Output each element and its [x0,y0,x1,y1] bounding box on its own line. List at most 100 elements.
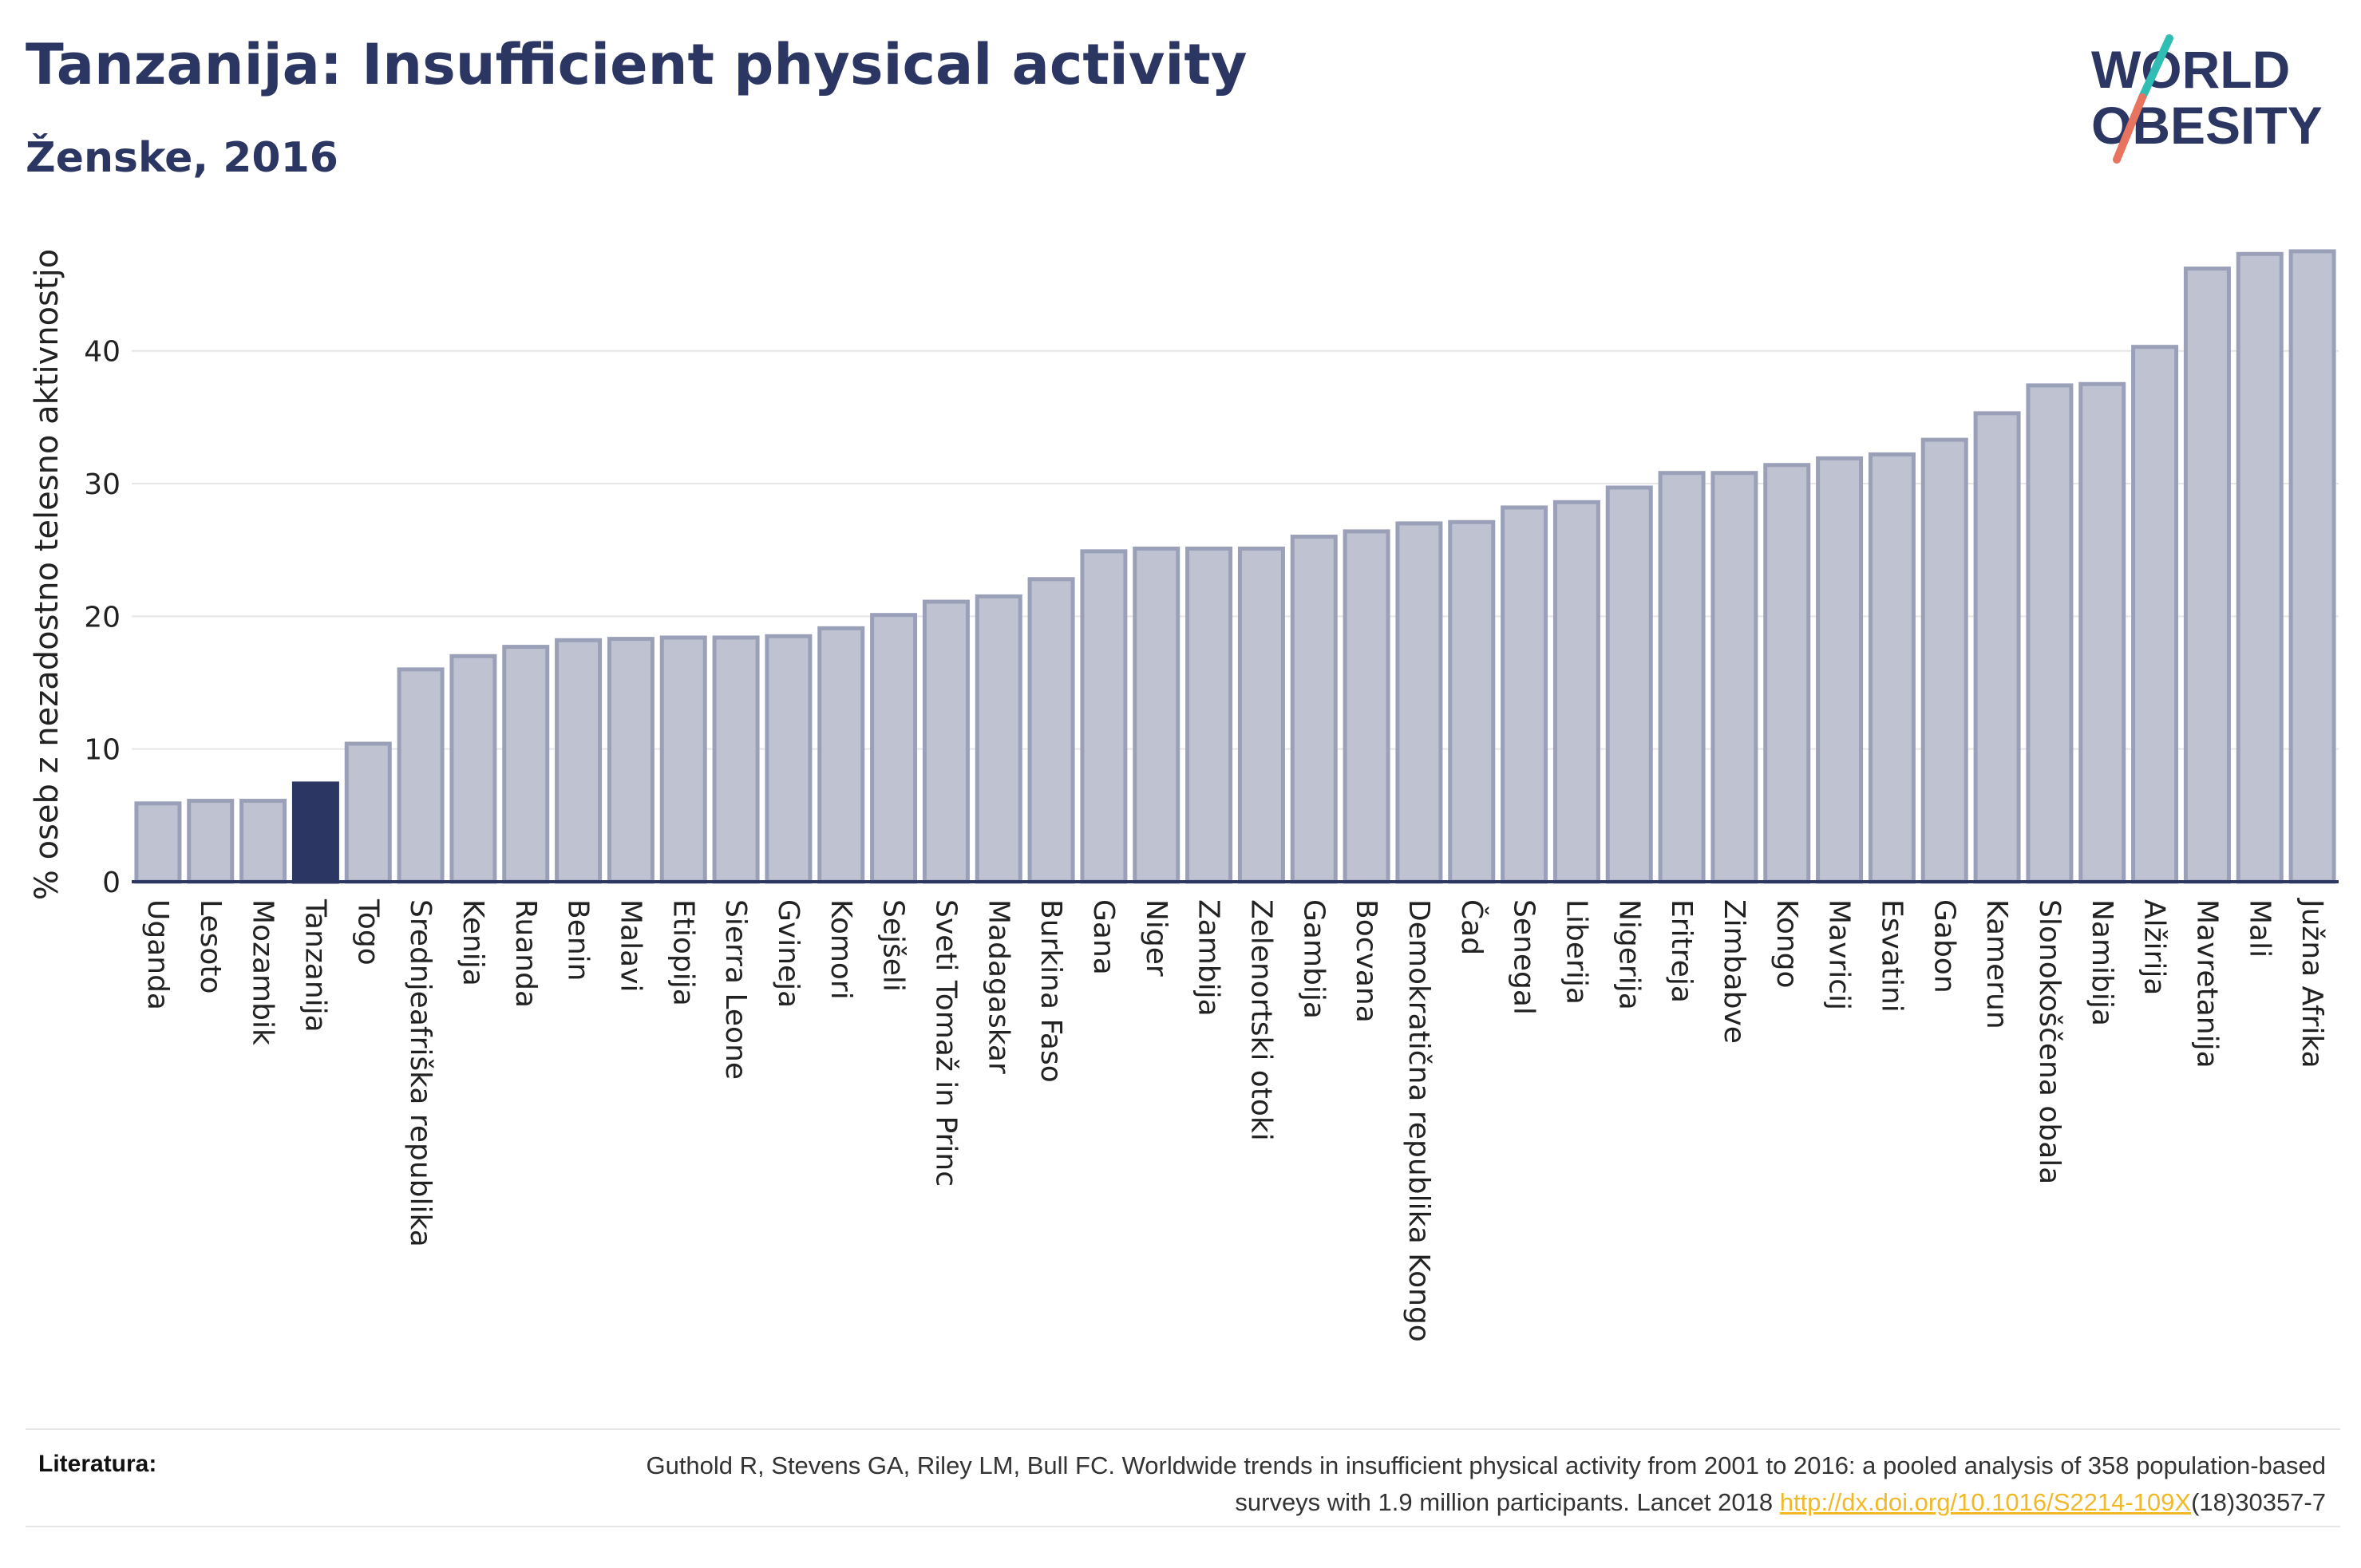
x-tick-label: Demokratična republika Kongo [1402,899,1435,1342]
x-tick-label: Zelenortski otoki [1244,899,1277,1141]
x-tick-label: Bocvana [1350,899,1382,1023]
x-tick-label: Madagaskar [982,899,1014,1074]
bar-mavricij [1816,456,1864,884]
x-tick-label: Kamerun [1980,899,2013,1029]
bar-madagaskar [975,594,1022,884]
bar-bocvana [1343,529,1390,884]
bar-alžirija [2131,345,2179,884]
bar-mavretanija [2183,267,2231,884]
bar-demokratična-republika-kongo [1395,521,1443,884]
chart-title: Tanzanija: Insufficient physical activit… [26,32,1248,97]
x-tick-label: Uganda [141,899,174,1010]
x-tick-label: Togo [351,899,384,966]
x-tick-label: Liberija [1560,899,1592,1005]
x-tick-label: Nigerija [1612,899,1645,1010]
y-tick-label: 0 [102,867,121,899]
bar-namibija [2078,381,2126,884]
bar-čad [1448,519,1496,884]
reference-citation: Guthold R, Stevens GA, Riley LM, Bull FC… [646,1451,2326,1516]
bar-kongo [1763,463,1811,884]
reference-doi-link[interactable]: http://dx.doi.org/10.1016/S2214-109X [1779,1488,2192,1516]
x-tick-label: Alžirija [2138,899,2171,995]
y-tick-label: 20 [84,601,121,634]
x-tick-label: Gabon [1928,899,1960,993]
x-tick-labels: Uganda Lesoto Mozambik Tanzanija Togo Srednje… [141,898,2328,1342]
bar-komori [817,626,865,884]
bar-lesoto [187,799,235,884]
y-tick-label: 10 [84,734,121,767]
x-tick-label: Gambija [1297,899,1330,1019]
x-tick-label: Južna Afrika [2296,898,2328,1068]
x-tick-label: Burkina Faso [1034,899,1067,1083]
y-axis-label: % oseb z nezadostno telesno aktivnostjo [29,249,65,900]
x-tick-label: Eritreja [1665,899,1698,1003]
world-obesity-logo: WORLD OBESITY [2091,34,2323,164]
y-tick-label: 40 [84,336,121,369]
references-text: Guthold R, Stevens GA, Riley LM, Bull FC… [570,1448,2326,1521]
bar-mali [2236,251,2284,884]
bar-chart: 0 10 20 30 40 Uganda Lesoto Mozambik Tanzanija T… [29,249,2339,1342]
bar-kamerun [1973,411,2021,884]
bar-sejšeli [870,613,918,884]
x-tick-label: Slonokoščena obala [2033,899,2066,1184]
bar-slonokoščena-obala [2026,383,2074,884]
bar-srednjeafriška-republika [397,667,445,884]
logo-line1: WORLD [2091,40,2290,99]
bars [134,249,2336,884]
bar-kenija [449,654,497,884]
x-tick-label: Mozambik [247,899,279,1045]
x-tick-label: Čad [1455,899,1489,955]
x-tick-label: Srednjeafriška republika [404,899,437,1247]
x-tick-label: Niger [1140,899,1173,977]
bar-tanzanija [291,781,339,884]
bar-uganda [134,801,182,884]
x-tick-label: Mavricij [1823,899,1856,1010]
bar-zimbabve [1710,471,1758,884]
x-tick-label: Ruanda [509,899,542,1008]
bar-zambija [1185,547,1233,884]
bar-niger [1133,547,1180,884]
bar-togo [344,741,392,884]
x-tick-label: Zimbabve [1718,899,1750,1044]
grid-lines [132,350,2339,750]
x-tick-label: Gvineja [772,899,805,1008]
y-tick-labels: 0 10 20 30 40 [84,336,121,899]
reference-doi-suffix: (18)30357-7 [2191,1488,2326,1516]
x-tick-label: Etiopija [666,899,699,1006]
bar-gana [1080,549,1128,884]
bar-gambija [1290,535,1338,884]
bar-esvatini [1868,452,1916,884]
bar-gabon [1920,437,1968,884]
bar-senegal [1501,505,1548,884]
x-tick-label: Sierra Leone [719,899,752,1080]
bar-malavi [607,637,655,884]
bar-ruanda [502,645,550,884]
bar-zelenortski-otoki [1237,547,1285,884]
x-tick-label: Komori [825,899,857,1000]
x-tick-label: Lesoto [194,899,227,994]
bar-benin [555,638,603,884]
bar-burkina-faso [1027,577,1075,884]
bar-gvineja [765,634,813,884]
references-label: Literatura: [38,1451,157,1477]
x-tick-label: Zambija [1192,899,1225,1017]
x-tick-label: Sveti Tomaž in Princ [929,899,962,1187]
x-tick-label: Mavretanija [2190,899,2223,1068]
references-rule-bottom [26,1526,2340,1527]
bar-sierra-leone [712,635,760,884]
x-tick-label: Kenija [457,899,489,986]
x-tick-label: Benin [562,899,595,981]
x-tick-label: Esvatini [1875,899,1908,1013]
y-tick-label: 30 [84,468,121,501]
x-tick-label: Malavi [614,899,647,993]
x-tick-label: Namibija [2086,899,2118,1026]
bar-sveti-tomaž-in-princ [922,599,970,884]
references-rule-top [26,1428,2340,1430]
x-tick-label: Gana [1087,899,1120,975]
x-tick-label: Mali [2243,899,2276,958]
x-tick-label: Tanzanija [299,899,331,1033]
bar-eritreja [1658,471,1706,884]
bar-mozambik [239,799,287,884]
x-tick-label: Kongo [1770,899,1803,989]
bar-etiopija [659,635,707,884]
